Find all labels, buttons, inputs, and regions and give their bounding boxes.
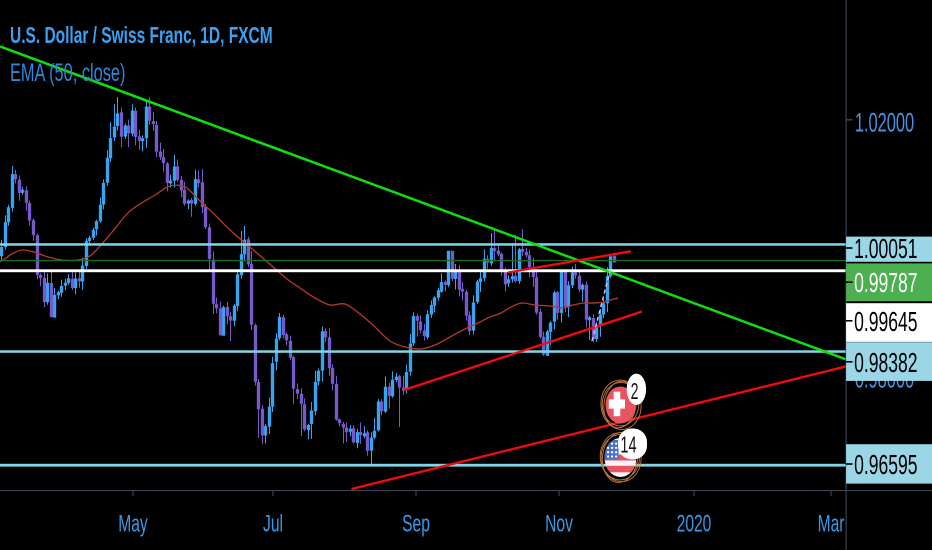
svg-text:1.00051: 1.00051 xyxy=(854,233,917,264)
svg-text:Nov: Nov xyxy=(545,511,573,537)
svg-text:1.02000: 1.02000 xyxy=(855,108,914,138)
svg-text:Jul: Jul xyxy=(263,511,283,537)
svg-text:EMA (50, close): EMA (50, close) xyxy=(10,60,125,87)
svg-text:2: 2 xyxy=(631,380,639,405)
svg-text:0.99787: 0.99787 xyxy=(854,267,917,298)
svg-text:Sep: Sep xyxy=(402,511,430,537)
svg-text:0.98382: 0.98382 xyxy=(854,347,917,378)
svg-text:Mar: Mar xyxy=(818,511,845,537)
svg-text:0.96595: 0.96595 xyxy=(854,449,917,480)
svg-text:U.S. Dollar / Swiss Franc, 1D,: U.S. Dollar / Swiss Franc, 1D, FXCM xyxy=(10,23,273,49)
svg-text:May: May xyxy=(118,511,148,537)
svg-text:0.99645: 0.99645 xyxy=(854,306,917,337)
svg-text:14: 14 xyxy=(620,432,636,458)
svg-text:2020: 2020 xyxy=(677,511,712,537)
